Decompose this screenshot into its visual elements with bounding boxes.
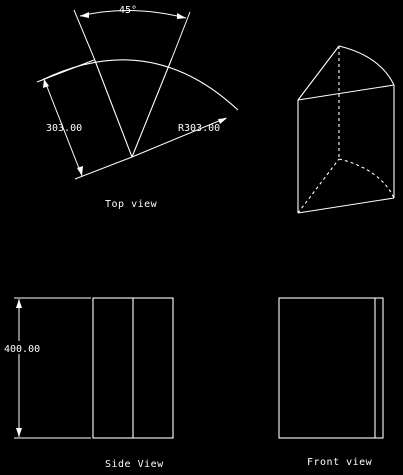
height-text-mask [3, 341, 35, 354]
front-view: Front view [278, 297, 384, 468]
length-extension-bottom [74, 156, 133, 180]
radius-arrow [218, 118, 227, 124]
angle-arrow-right [177, 13, 186, 19]
length-arrow-bottom [77, 166, 83, 176]
angle-extension-right [171, 11, 191, 59]
length-dimension-line [43, 78, 83, 177]
iso-top-front-edge [297, 84, 395, 101]
side-view-label: Side View [105, 459, 164, 470]
side-view: 400.00 Side View [3, 297, 174, 470]
angle-arrow-left [80, 12, 89, 18]
top-view: 45° 303.00 R303.00 Top view [36, 5, 239, 210]
length-dimension-text: 303.00 [46, 123, 82, 134]
iso-bottom-front-edge [297, 197, 395, 214]
height-arrow-bottom [16, 428, 22, 437]
front-view-outline [278, 297, 384, 439]
radius-leader [131, 117, 227, 158]
front-view-label: Front view [307, 457, 373, 468]
iso-hidden-bottom-left [297, 158, 340, 214]
angle-dimension-arc [79, 9, 187, 19]
length-extension-top [36, 59, 95, 83]
height-dimension-text: 400.00 [4, 344, 40, 355]
radius-dimension-text: R303.00 [178, 123, 220, 134]
height-arrow-top [16, 299, 22, 308]
iso-top-arc [338, 45, 395, 86]
top-view-right-edge [131, 57, 173, 158]
angle-dimension-text: 45° [119, 5, 137, 16]
angle-extension-left [73, 9, 95, 59]
length-arrow-top [43, 79, 49, 88]
iso-top-left-edge [297, 45, 340, 101]
top-view-label: Top view [105, 199, 158, 210]
top-view-left-edge [93, 57, 133, 158]
isometric-view [297, 45, 395, 214]
iso-hidden-bottom-arc [338, 158, 395, 199]
top-view-arc [41, 59, 239, 111]
